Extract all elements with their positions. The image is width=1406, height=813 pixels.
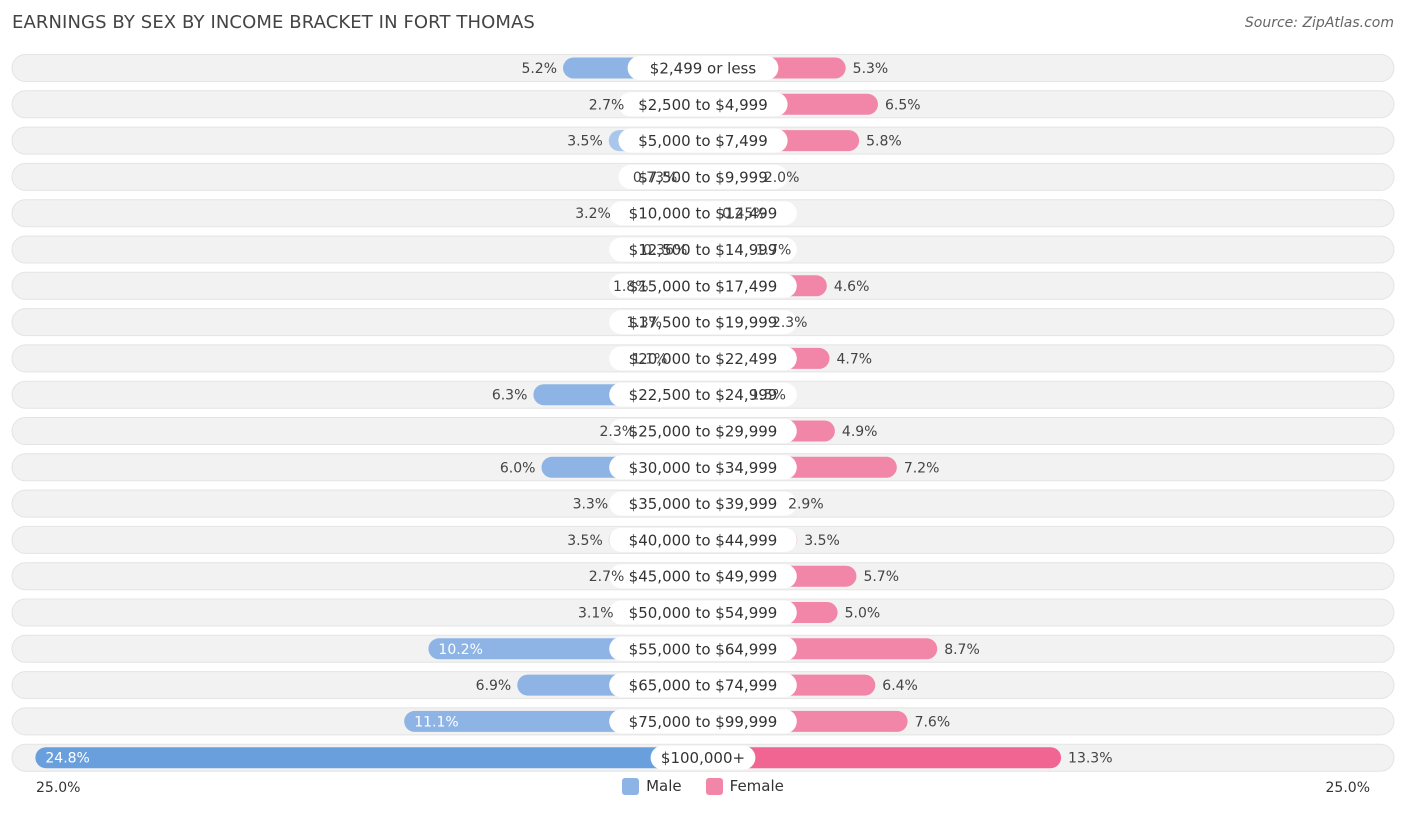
- value-label-male: 5.2%: [521, 61, 557, 77]
- category-label: $45,000 to $49,999: [629, 568, 778, 586]
- value-label-female: 13.3%: [1068, 751, 1112, 767]
- category-label-pill: [609, 673, 797, 698]
- category-label-pill: [618, 164, 788, 189]
- value-label-female: 1.7%: [756, 243, 792, 259]
- value-label-female: 5.8%: [866, 134, 902, 150]
- value-label-female: 0.45%: [722, 206, 766, 222]
- category-label: $5,000 to $7,499: [638, 132, 768, 150]
- value-label-female: 5.7%: [863, 569, 899, 585]
- value-label-male: 0.36%: [643, 243, 687, 259]
- value-label-female: 6.5%: [885, 97, 921, 113]
- category-label-pill: [609, 527, 797, 552]
- category-label: $75,000 to $99,999: [629, 713, 778, 731]
- legend-label-male: Male: [646, 777, 682, 795]
- value-label-male: 10.2%: [438, 642, 482, 658]
- legend-label-female: Female: [729, 777, 784, 795]
- category-label-pill: [609, 273, 797, 298]
- value-label-female: 5.3%: [853, 61, 889, 77]
- value-label-female: 4.7%: [837, 351, 873, 367]
- value-label-female: 6.4%: [882, 678, 918, 694]
- value-label-male: 3.3%: [573, 497, 609, 513]
- category-label: $12,500 to $14,999: [629, 241, 778, 259]
- value-label-female: 4.6%: [834, 279, 870, 295]
- category-label-pill: [609, 600, 797, 625]
- category-label: $2,499 or less: [650, 60, 757, 78]
- value-label-female: 8.7%: [944, 642, 980, 658]
- value-label-male: 6.9%: [476, 678, 512, 694]
- legend-swatch-male: [622, 777, 640, 795]
- value-label-male: 0.73%: [633, 170, 677, 186]
- bar-female: [703, 747, 1062, 769]
- value-label-female: 2.0%: [764, 170, 800, 186]
- value-label-male: 1.1%: [632, 351, 668, 367]
- category-label: $55,000 to $64,999: [629, 640, 778, 658]
- value-label-female: 7.6%: [915, 714, 951, 730]
- category-label: $22,500 to $24,999: [629, 386, 778, 404]
- category-label-pill: [609, 564, 797, 589]
- category-label-pill: [609, 346, 797, 371]
- legend-item-female: Female: [705, 777, 784, 795]
- category-label: $30,000 to $34,999: [629, 459, 778, 477]
- chart-title: EARNINGS BY SEX BY INCOME BRACKET IN FOR…: [12, 12, 535, 33]
- category-label-pill: [609, 455, 797, 480]
- category-label: $15,000 to $17,499: [629, 277, 778, 295]
- category-label-pill: [609, 237, 797, 262]
- category-label-pill: [618, 128, 788, 153]
- value-label-male: 2.7%: [589, 97, 625, 113]
- value-label-male: 2.3%: [600, 424, 636, 440]
- category-label-pill: [618, 92, 788, 117]
- value-label-female: 7.2%: [904, 460, 940, 476]
- value-label-male: 3.5%: [567, 533, 603, 549]
- value-label-male: 3.5%: [567, 134, 603, 150]
- value-label-female: 3.5%: [804, 533, 840, 549]
- category-label-pill: [609, 419, 797, 443]
- value-label-male: 3.1%: [578, 606, 614, 622]
- category-label-pill: [609, 709, 797, 734]
- category-label: $7,500 to $9,999: [638, 168, 768, 186]
- category-label-pill: [609, 491, 797, 516]
- category-label: $35,000 to $39,999: [629, 495, 778, 513]
- category-label: $100,000+: [661, 749, 745, 767]
- category-label-pill: [650, 745, 756, 770]
- value-label-female: 1.5%: [750, 388, 786, 404]
- value-label-male: 6.0%: [500, 460, 536, 476]
- category-label: $25,000 to $29,999: [629, 423, 778, 441]
- value-label-male: 1.3%: [626, 315, 662, 331]
- source-label: Source: ZipAtlas.com: [1244, 15, 1394, 31]
- category-label: $17,500 to $19,999: [629, 314, 778, 332]
- value-label-female: 5.0%: [845, 606, 881, 622]
- category-label-pill: [609, 636, 797, 661]
- value-label-male: 2.7%: [589, 569, 625, 585]
- category-label-pill: [609, 310, 797, 335]
- category-label: $2,500 to $4,999: [638, 96, 768, 114]
- category-label: $10,000 to $12,499: [629, 205, 778, 223]
- axis-label-left: 25.0%: [36, 780, 81, 796]
- value-label-female: 2.3%: [772, 315, 808, 331]
- legend-swatch-female: [705, 777, 723, 795]
- legend-item-male: Male: [622, 777, 682, 795]
- category-label: $20,000 to $22,499: [629, 350, 778, 368]
- value-label-female: 2.9%: [788, 497, 824, 513]
- category-label: $65,000 to $74,999: [629, 677, 778, 695]
- value-label-male: 3.2%: [575, 206, 611, 222]
- legend: Male Female: [0, 777, 1406, 795]
- category-label-pill: [609, 382, 797, 407]
- bar-male: [35, 747, 704, 769]
- category-label-pill: [627, 56, 779, 80]
- category-label: $50,000 to $54,999: [629, 604, 778, 622]
- value-label-female: 4.9%: [842, 424, 878, 440]
- value-label-male: 11.1%: [414, 714, 458, 730]
- category-label: $40,000 to $44,999: [629, 531, 778, 549]
- value-label-male: 1.8%: [613, 279, 649, 295]
- axis-label-right: 25.0%: [1325, 780, 1370, 796]
- value-label-male: 6.3%: [492, 388, 528, 404]
- value-label-male: 24.8%: [45, 751, 89, 767]
- category-label-pill: [609, 201, 797, 226]
